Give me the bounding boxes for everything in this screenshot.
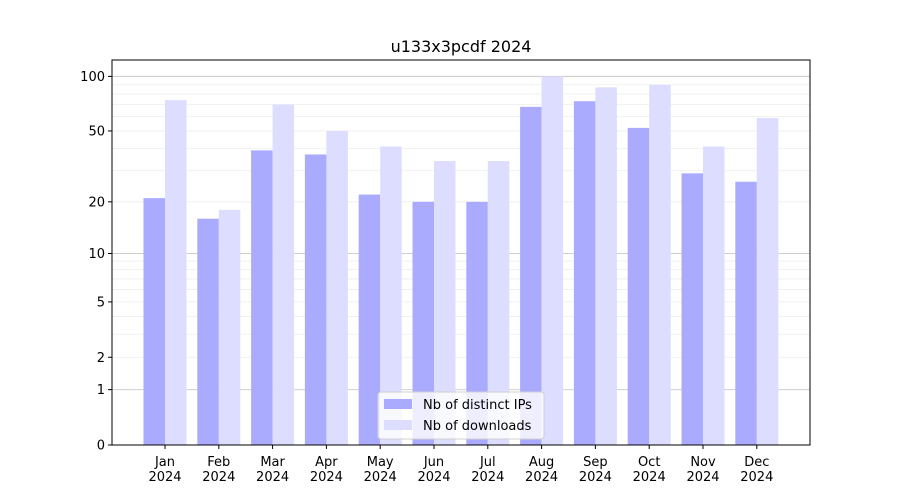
bar-downloads bbox=[272, 104, 295, 445]
x-tick-label: Dec 2024 bbox=[740, 455, 773, 485]
y-tick-label: 2 bbox=[97, 351, 105, 366]
x-tick-label: May 2024 bbox=[364, 455, 397, 485]
x-tick-label: Sep 2024 bbox=[579, 455, 612, 485]
bars bbox=[143, 76, 779, 446]
bar-downloads bbox=[595, 87, 617, 445]
legend-label: Nb of downloads bbox=[423, 419, 532, 434]
bar-distinct-ips bbox=[466, 201, 488, 445]
y-tick-label: 5 bbox=[97, 295, 105, 310]
x-tick-label: Oct 2024 bbox=[633, 455, 666, 485]
bar-downloads bbox=[756, 117, 779, 446]
bar-downloads bbox=[487, 161, 510, 445]
x-tick-label: Apr 2024 bbox=[310, 455, 343, 485]
legend: Nb of distinct IPs Nb of downloads bbox=[377, 391, 545, 440]
bar-downloads bbox=[326, 130, 348, 445]
legend-label: Nb of distinct IPs bbox=[423, 398, 532, 413]
bar-distinct-ips bbox=[735, 181, 757, 445]
bar-distinct-ips bbox=[627, 127, 650, 445]
bar-distinct-ips bbox=[573, 101, 596, 445]
x-tick-label: Feb 2024 bbox=[202, 455, 235, 485]
y-tick-label: 10 bbox=[88, 247, 105, 262]
bar-downloads bbox=[541, 76, 564, 446]
bar-downloads bbox=[703, 146, 725, 445]
chart-title: u133x3pcdf 2024 bbox=[391, 37, 532, 56]
y-tick-label: 100 bbox=[80, 70, 105, 85]
bar-distinct-ips bbox=[251, 150, 273, 445]
bar-downloads bbox=[380, 146, 402, 445]
bar-downloads bbox=[165, 100, 187, 445]
bar-distinct-ips bbox=[358, 194, 381, 445]
y-axis: 0 1 2 5 10 20 50 100 bbox=[80, 70, 112, 454]
legend-swatch bbox=[384, 420, 412, 430]
plot-frame bbox=[111, 59, 811, 446]
bar-downloads bbox=[434, 161, 456, 445]
bar-downloads bbox=[649, 84, 671, 445]
y-tick-label: 50 bbox=[88, 124, 105, 139]
bar-distinct-ips bbox=[520, 106, 542, 445]
y-tick-label: 1 bbox=[97, 383, 105, 398]
x-tick-label: Jan 2024 bbox=[148, 455, 181, 485]
bar-distinct-ips bbox=[143, 198, 165, 445]
y-tick-label: 20 bbox=[88, 195, 105, 210]
x-tick-label: Aug 2024 bbox=[525, 455, 558, 485]
bar-distinct-ips bbox=[412, 201, 434, 445]
x-tick-label: Mar 2024 bbox=[256, 455, 289, 485]
y-tick-label: 0 bbox=[97, 439, 105, 454]
bar-downloads bbox=[218, 209, 241, 445]
bar-distinct-ips bbox=[304, 154, 327, 445]
x-tick-label: Jun 2024 bbox=[417, 455, 450, 485]
legend-box bbox=[377, 391, 545, 440]
legend-swatch bbox=[384, 399, 412, 409]
x-axis: Jan 2024 Feb 2024 Mar 2024 Apr 2024 May 2024 Jun 20… bbox=[148, 445, 773, 485]
x-tick-label: Jul 2024 bbox=[471, 455, 504, 485]
bar-distinct-ips bbox=[197, 218, 219, 445]
x-tick-label: Nov 2024 bbox=[686, 455, 719, 485]
bar-distinct-ips bbox=[681, 173, 703, 446]
